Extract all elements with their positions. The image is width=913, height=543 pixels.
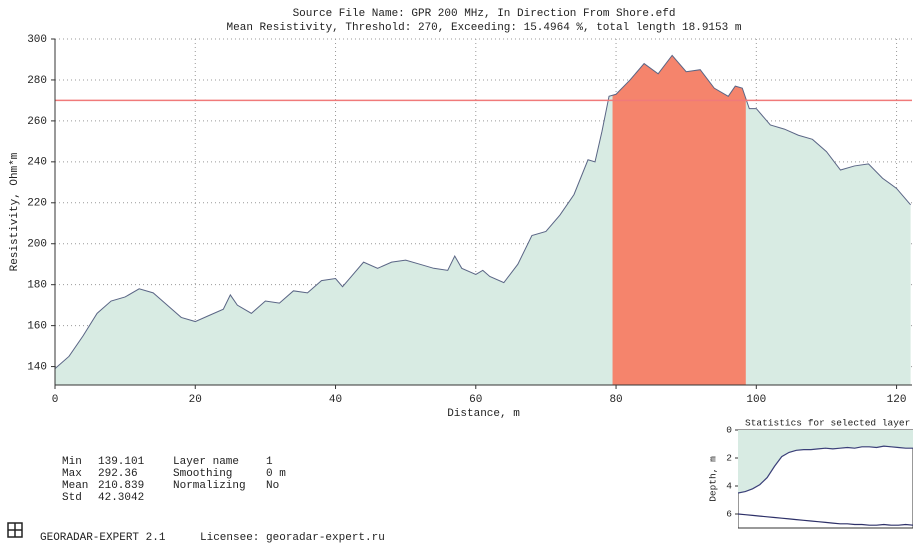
inset-line [738,445,913,494]
y-tick-label: 180 [27,280,47,292]
layer-value: 1 [266,456,273,468]
y-tick-label: 220 [27,198,47,210]
logo [7,522,23,538]
y-tick-label: 260 [27,116,47,128]
inset-y-tick-label: 2 [726,453,732,464]
chart-title: Source File Name: GPR 200 MHz, In Direct… [293,8,676,20]
inset-y-tick-label: 0 [726,425,732,436]
layer-value: No [266,480,279,492]
resistivity-line [54,54,911,369]
x-tick-label: 100 [746,394,766,406]
layer-value: 0 m [266,468,286,480]
y-axis-label: Resistivity, Ohm*m [9,152,21,271]
stat-value: 139.101 [98,456,145,468]
y-tick-label: 280 [27,75,47,87]
y-tick-label: 200 [27,239,47,251]
x-axis-label: Distance, m [447,408,520,420]
layer-key: Smoothing [173,468,232,480]
inset-area [738,430,913,493]
stat-name: Mean [62,480,88,492]
stat-value: 292.36 [98,468,138,480]
inset-y-label: Depth, m [708,456,719,502]
stat-value: 210.839 [98,480,144,492]
x-tick-label: 60 [469,394,482,406]
x-tick-label: 0 [52,394,59,406]
x-tick-label: 20 [189,394,202,406]
chart-subtitle: Mean Resistivity, Threshold: 270, Exceed… [227,22,742,34]
main-chart: 140 160 180 200 220 240 260 280 300 0 20 40 60 80 100 1… [9,34,912,420]
x-tick-label: 120 [887,394,907,406]
inset-line [738,513,913,526]
inset-y-tick-label: 4 [726,481,732,492]
licensee: Licensee: georadar-expert.ru [200,532,385,543]
exceed-region [612,55,746,385]
y-tick-label: 160 [27,321,47,333]
layer-key: Normalizing [173,480,246,492]
stat-name: Min [62,456,82,468]
stat-name: Max [62,468,82,480]
x-tick-label: 40 [329,394,342,406]
y-tick-label: 240 [27,157,47,169]
axes [54,39,912,386]
statistics: Min 139.101 Max 292.36 Mean 210.839 Std 42.3042… [62,456,286,504]
inset-y-tick-label: 6 [726,509,732,520]
inset-title: Statistics for selected layer [745,418,910,429]
app-name: GEORADAR-EXPERT 2.1 [40,532,166,543]
x-tick-label: 80 [609,394,622,406]
y-tick-label: 300 [27,34,47,46]
stat-name: Std [62,492,82,504]
y-tick-label: 140 [27,361,47,373]
inset-chart: Statistics for selected layer [738,418,913,529]
layer-key: Layer name [173,456,239,468]
stat-value: 42.3042 [98,492,144,504]
